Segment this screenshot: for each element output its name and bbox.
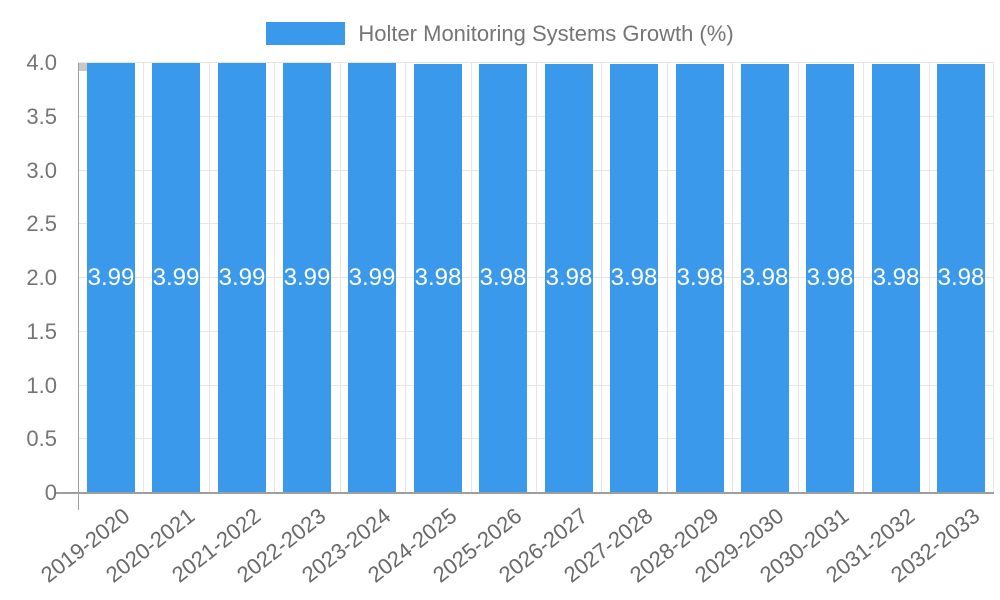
v-gridline (274, 63, 275, 493)
bar[interactable]: 3.98 (676, 64, 724, 492)
y-tick-label: 3.5 (26, 104, 57, 129)
v-gridline (536, 63, 537, 493)
v-gridline (471, 63, 472, 493)
bar-value-label: 3.98 (610, 264, 658, 291)
v-gridline (863, 63, 864, 493)
y-tick-label: 1.0 (26, 373, 57, 398)
bar[interactable]: 3.99 (218, 63, 266, 492)
v-gridline (798, 63, 799, 493)
bar[interactable]: 3.98 (937, 64, 985, 492)
bar-value-label: 3.98 (937, 264, 985, 291)
y-tick-label: 0 (44, 480, 57, 505)
plot-area: 3.99 3.99 3.99 3.99 3.99 3.98 3.98 3.98 3.98 3.98… (56, 62, 994, 510)
bar-value-label: 3.99 (152, 263, 200, 291)
bar-value-label: 3.99 (218, 263, 266, 291)
bar[interactable]: 3.98 (741, 64, 789, 492)
v-gridline (667, 63, 668, 493)
v-gridline (209, 63, 210, 493)
bar-value-label: 3.98 (806, 264, 854, 291)
bar[interactable]: 3.98 (545, 64, 593, 492)
v-gridline (601, 63, 602, 493)
v-gridline (929, 63, 930, 493)
y-tick-label: 0.5 (26, 426, 57, 451)
bar[interactable]: 3.99 (283, 63, 331, 492)
h-gridline (78, 62, 994, 63)
bar[interactable]: 3.98 (610, 64, 658, 492)
bar-value-label: 3.98 (872, 264, 920, 291)
bar[interactable]: 3.98 (414, 64, 462, 492)
bar-value-label: 3.99 (283, 263, 331, 291)
bar[interactable]: 3.99 (152, 63, 200, 492)
bar-value-label: 3.99 (87, 263, 135, 291)
y-tick-label: 2.5 (26, 211, 57, 236)
y-tick-label: 4.0 (26, 50, 57, 75)
v-gridline (993, 63, 994, 493)
legend: Holter Monitoring Systems Growth (%) (0, 21, 1000, 46)
bar[interactable]: 3.98 (872, 64, 920, 492)
bar-value-label: 3.98 (545, 264, 593, 291)
bar-value-label: 3.98 (676, 264, 724, 291)
y-axis-line (78, 63, 79, 510)
v-gridline (405, 63, 406, 493)
legend-swatch (266, 22, 346, 45)
bar[interactable]: 3.99 (87, 63, 135, 492)
bar[interactable]: 3.98 (479, 64, 527, 492)
bar-value-label: 3.98 (741, 264, 789, 291)
bar-value-label: 3.98 (414, 264, 462, 291)
v-gridline (340, 63, 341, 493)
x-axis-baseline (56, 492, 994, 494)
legend-label: Holter Monitoring Systems Growth (%) (358, 21, 734, 46)
y-tick-label: 3.0 (26, 158, 57, 183)
v-gridline (732, 63, 733, 493)
bar[interactable]: 3.99 (348, 63, 396, 492)
bar-value-label: 3.98 (479, 264, 527, 291)
bar[interactable]: 3.98 (806, 64, 854, 492)
y-tick-label: 1.5 (26, 319, 57, 344)
bar-value-label: 3.99 (348, 263, 396, 291)
v-gridline (143, 63, 144, 493)
y-tick-label: 2.0 (26, 265, 57, 290)
